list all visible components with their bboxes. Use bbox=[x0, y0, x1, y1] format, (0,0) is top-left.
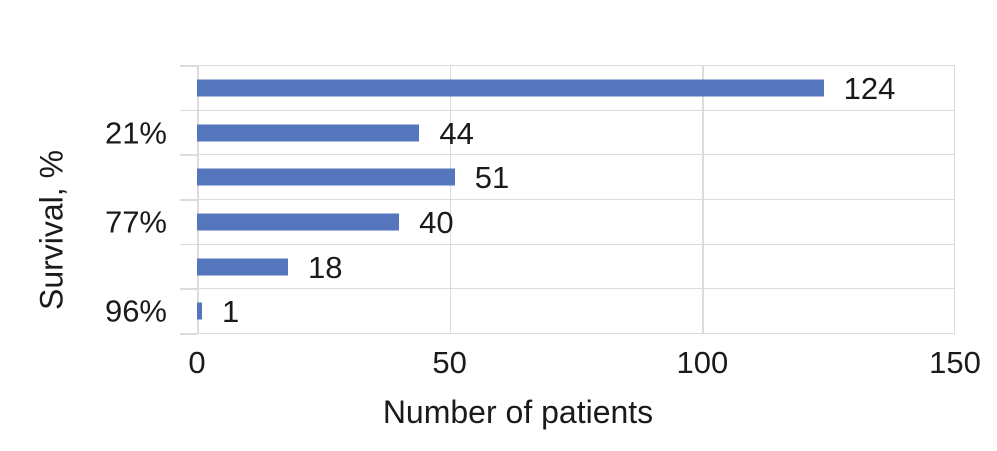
vertical-gridline bbox=[449, 65, 452, 333]
bar bbox=[197, 79, 824, 97]
bar-row: 124 bbox=[197, 65, 955, 110]
category-tick-mark bbox=[180, 154, 197, 156]
category-tick-mark bbox=[180, 333, 197, 335]
bar-row: 18 bbox=[197, 243, 955, 289]
category-label: 77% bbox=[104, 204, 167, 240]
category-tick-mark bbox=[180, 199, 197, 201]
x-tick-label: 100 bbox=[676, 345, 729, 380]
category-tick-mark bbox=[180, 109, 197, 112]
value-label: 51 bbox=[474, 160, 510, 196]
vertical-gridline bbox=[953, 65, 955, 333]
bar-row: 96% 1 bbox=[105, 288, 955, 333]
category-label: 21% bbox=[104, 115, 167, 150]
vertical-gridline bbox=[702, 65, 704, 333]
value-label: 18 bbox=[307, 249, 343, 285]
bar bbox=[197, 258, 288, 276]
category-tick-mark bbox=[180, 65, 197, 67]
value-label: 1 bbox=[222, 294, 240, 330]
category-axis-line bbox=[197, 65, 199, 333]
bar bbox=[197, 124, 420, 141]
x-tick-label: 0 bbox=[188, 345, 206, 380]
x-tick-label: 150 bbox=[929, 345, 981, 380]
value-label: 124 bbox=[843, 70, 896, 106]
plot-area: 124 21% 44 51 77% 40 18 96% 1 0 50 100 150 bbox=[105, 65, 981, 378]
x-tick-label: 50 bbox=[432, 345, 467, 380]
bar bbox=[197, 168, 455, 186]
bar bbox=[197, 213, 400, 231]
bar-rows: 124 21% 44 51 77% 40 18 96% 1 bbox=[105, 65, 955, 333]
value-label: 40 bbox=[419, 204, 454, 240]
x-axis-title: Number of patients bbox=[382, 394, 654, 430]
bar-row: 77% 40 bbox=[105, 199, 955, 244]
category-tick-mark bbox=[180, 243, 197, 246]
category-label: 96% bbox=[104, 293, 167, 329]
bar-row: 21% 44 bbox=[105, 109, 955, 155]
y-axis-title: Survival, % bbox=[33, 149, 70, 311]
category-tick-mark bbox=[180, 288, 197, 290]
value-label: 44 bbox=[439, 115, 474, 151]
bar bbox=[197, 302, 203, 320]
bar-row: 51 bbox=[197, 154, 955, 199]
